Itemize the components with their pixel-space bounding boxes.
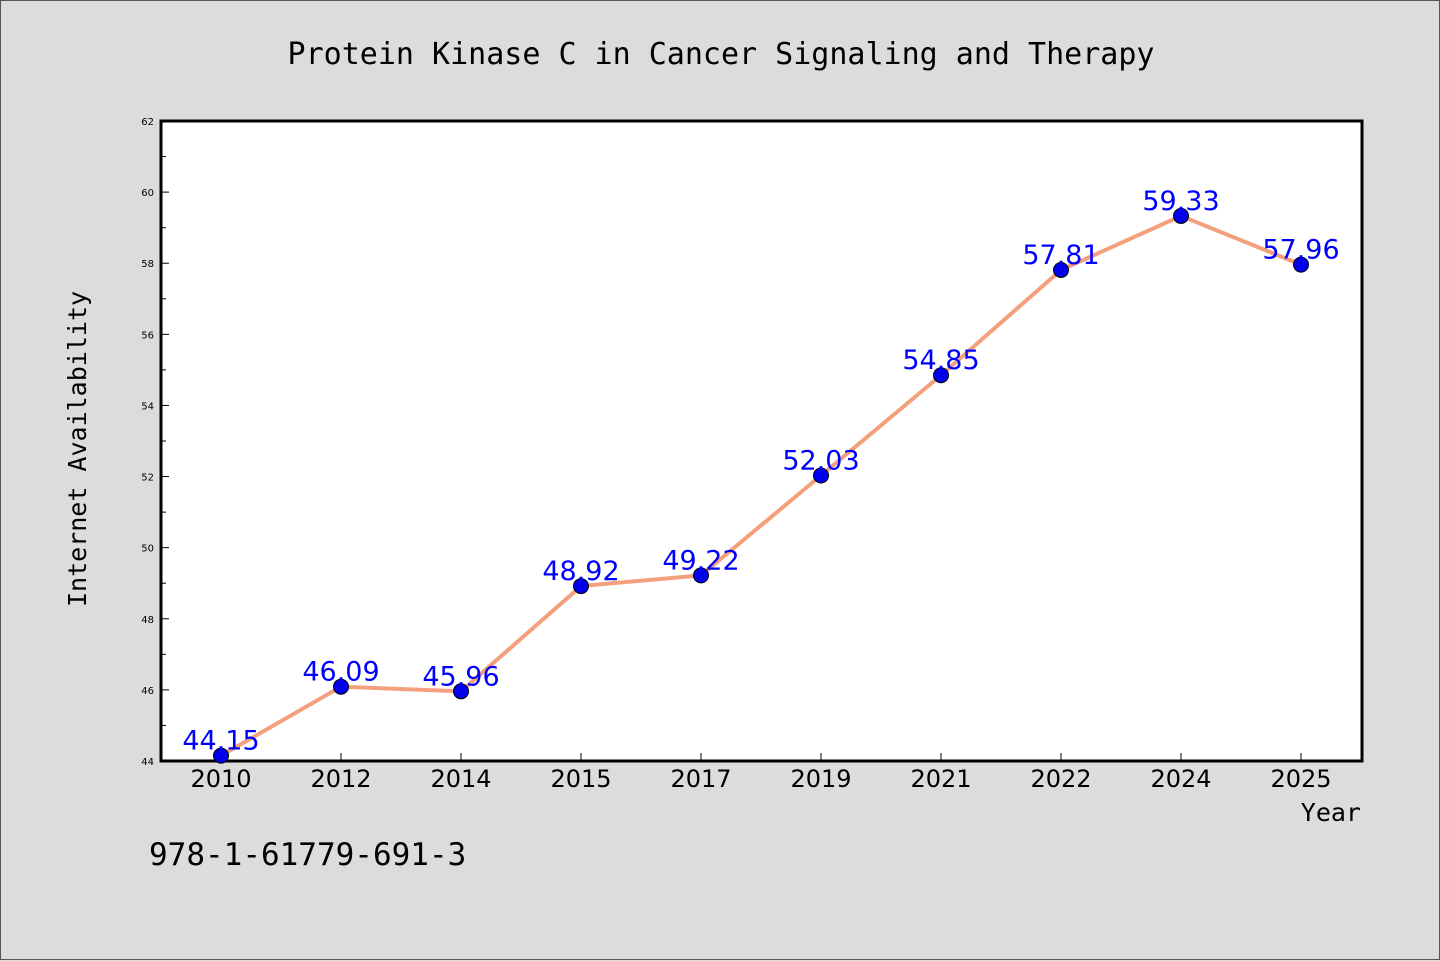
y-tick-label: 50 [141, 544, 154, 555]
data-label: 57.96 [1262, 235, 1339, 266]
data-point [933, 367, 949, 384]
data-label: 49.22 [662, 545, 739, 576]
data-label: 59.33 [1142, 186, 1219, 217]
x-tick-label: 2010 [190, 765, 251, 793]
y-tick-label: 52 [141, 473, 154, 484]
data-label: 52.03 [782, 445, 859, 476]
x-tick-label: 2019 [790, 765, 851, 793]
x-tick-label: 2017 [670, 765, 731, 793]
y-tick-label: 62 [141, 117, 154, 128]
series-line [220, 213, 1302, 758]
data-point [693, 567, 709, 584]
y-axis-label: Internet Availability [63, 291, 92, 607]
series-markers [213, 207, 1309, 764]
x-tick-label: 2022 [1030, 765, 1091, 793]
x-tick-label: 2015 [550, 765, 611, 793]
y-axis: 44 46 48 50 52 54 56 58 60 62 [141, 117, 169, 768]
chart-title: Protein Kinase C in Cancer Signaling and… [288, 37, 1155, 72]
data-point [573, 578, 589, 595]
data-point [453, 683, 469, 700]
y-tick-label: 56 [141, 330, 154, 341]
data-point [333, 678, 349, 695]
y-tick-label: 46 [141, 686, 154, 697]
data-point [213, 747, 229, 764]
x-axis-label: Year [1301, 798, 1361, 827]
x-tick-label: 2025 [1270, 765, 1331, 793]
data-label: 46.09 [302, 657, 379, 688]
plot-area [159, 119, 1364, 763]
data-point [1053, 261, 1069, 278]
x-tick-label: 2024 [1150, 765, 1211, 793]
x-tick-label: 2021 [910, 765, 971, 793]
x-tick-label: 2014 [430, 765, 491, 793]
isbn-annotation: 978-1-61779-691-3 [149, 837, 466, 873]
y-tick-label: 58 [141, 259, 154, 270]
data-point [813, 467, 829, 484]
y-tick-label: 44 [141, 757, 154, 768]
data-label: 48.92 [542, 556, 619, 587]
data-point [1173, 207, 1189, 224]
x-tick-label: 2012 [310, 765, 371, 793]
data-label: 54.85 [902, 345, 979, 376]
data-label: 57.81 [1022, 240, 1099, 271]
data-point [1293, 256, 1309, 273]
x-axis: 2010 2012 2014 2015 2017 2019 2021 2022 2024 2025 [190, 753, 1332, 793]
y-tick-label: 60 [141, 188, 154, 199]
data-labels: 44.15 46.09 45.96 48.92 49.22 52.03 54.85 57.81… [182, 186, 1339, 757]
y-tick-label: 48 [141, 615, 154, 626]
data-label: 44.15 [182, 726, 259, 757]
data-label: 45.96 [422, 661, 499, 692]
y-tick-label: 54 [141, 401, 154, 412]
